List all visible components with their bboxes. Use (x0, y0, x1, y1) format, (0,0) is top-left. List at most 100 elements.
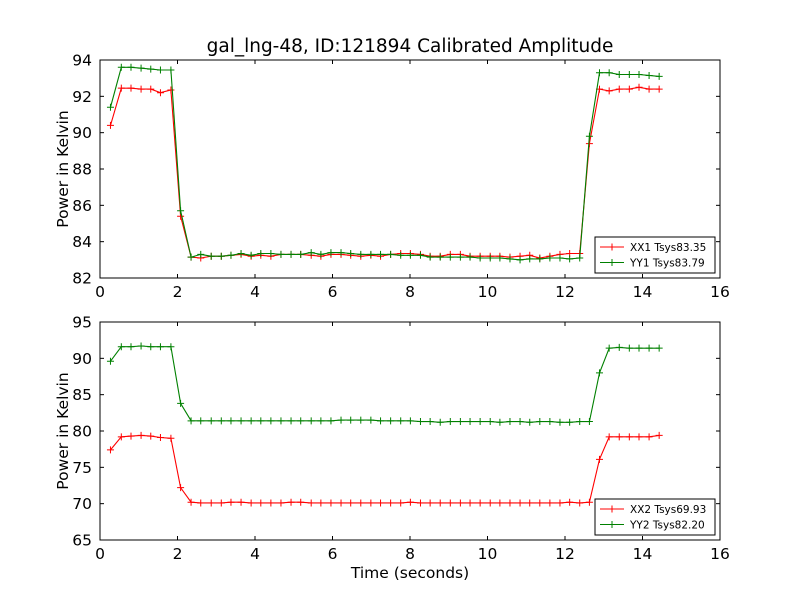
data-point (496, 254, 504, 262)
data-point (546, 499, 554, 507)
y-tick-label: 92 (72, 88, 92, 106)
data-point (426, 499, 434, 507)
plot-top: 0 2 4 6 8 10 12 14 16 82 84 86 88 90 92 94 gal_lng-48, I… (54, 36, 730, 301)
data-point (187, 498, 195, 506)
data-point (227, 251, 235, 259)
x-tick-label: 12 (555, 283, 575, 301)
data-point (347, 416, 355, 424)
legend-box (594, 236, 716, 274)
data-point (257, 417, 265, 425)
y-axis-label: Power in Kelvin (54, 110, 72, 227)
data-point (625, 85, 633, 93)
data-point (625, 433, 633, 441)
x-tick-label: 10 (478, 545, 498, 563)
data-point (167, 66, 175, 74)
data-point (476, 418, 484, 426)
data-point (127, 84, 135, 92)
data-point (147, 432, 155, 440)
legend-label: XX1 Tsys83.35 (630, 242, 706, 254)
data-point (605, 87, 613, 95)
data-point (506, 255, 514, 263)
data-point (247, 417, 255, 425)
data-point (156, 343, 164, 351)
data-point (406, 251, 414, 259)
data-point (237, 417, 245, 425)
data-point (585, 498, 593, 506)
data-point (187, 253, 195, 261)
data-point (416, 499, 424, 507)
data-point (576, 254, 584, 262)
data-point (207, 499, 215, 507)
data-point (635, 83, 643, 91)
data-point (416, 418, 424, 426)
data-point (645, 85, 653, 93)
data-point (367, 416, 375, 424)
data-point (197, 499, 205, 507)
y-tick-label: 88 (72, 161, 92, 179)
data-point (106, 103, 114, 111)
data-point (367, 499, 375, 507)
axes-frame-bottom (99, 321, 721, 541)
data-point (486, 499, 494, 507)
data-point (377, 499, 385, 507)
data-point (436, 499, 444, 507)
data-point (605, 69, 613, 77)
y-tick-label: 82 (72, 270, 92, 288)
data-point (277, 250, 285, 258)
data-point (556, 418, 564, 426)
data-point (406, 417, 414, 425)
y-tick-label: 70 (72, 495, 92, 513)
data-point (287, 250, 295, 258)
data-point (576, 499, 584, 507)
y-tick-label: 86 (72, 197, 92, 215)
data-point (496, 499, 504, 507)
data-point (496, 418, 504, 426)
y-tick-label: 75 (72, 459, 92, 477)
data-point (526, 418, 534, 426)
data-point (247, 499, 255, 507)
x-tick-label: 4 (250, 545, 260, 563)
x-tick-label: 12 (555, 545, 575, 563)
x-tick-label: 6 (328, 545, 338, 563)
data-point (605, 344, 613, 352)
data-point (117, 63, 125, 71)
data-point (595, 69, 603, 77)
data-point (127, 63, 135, 71)
y-tick-label: 84 (72, 233, 92, 251)
legend-marker (608, 259, 616, 266)
data-point (536, 255, 544, 263)
data-point (367, 250, 375, 258)
data-point (187, 417, 195, 425)
data-point (317, 499, 325, 507)
plot-bottom: 0 2 4 6 8 10 12 14 16 65 70 75 80 85 90 95 Power in Kelv… (54, 314, 730, 583)
chart-title: gal_lng-48, ID:121894 Calibrated Amplitu… (207, 36, 614, 57)
data-point (297, 498, 305, 506)
data-point (237, 498, 245, 506)
data-point (506, 499, 514, 507)
data-point (227, 417, 235, 425)
x-tick-label: 10 (478, 283, 498, 301)
data-point (615, 433, 623, 441)
data-point (117, 84, 125, 92)
data-point (287, 498, 295, 506)
data-point (397, 251, 405, 259)
data-point (536, 499, 544, 507)
data-point (327, 499, 335, 507)
data-point (635, 71, 643, 79)
data-point (595, 455, 603, 463)
data-point (307, 249, 315, 257)
data-point (615, 85, 623, 93)
data-point (156, 89, 164, 97)
x-tick-label: 16 (710, 545, 730, 563)
data-point (566, 498, 574, 506)
y-axis-label: Power in Kelvin (54, 372, 72, 489)
data-point (625, 71, 633, 79)
data-point (645, 71, 653, 79)
data-point (625, 344, 633, 352)
data-point (287, 417, 295, 425)
x-tick-label: 14 (633, 545, 653, 563)
data-point (456, 253, 464, 261)
data-point (217, 417, 225, 425)
data-point (387, 417, 395, 425)
data-point (307, 499, 315, 507)
